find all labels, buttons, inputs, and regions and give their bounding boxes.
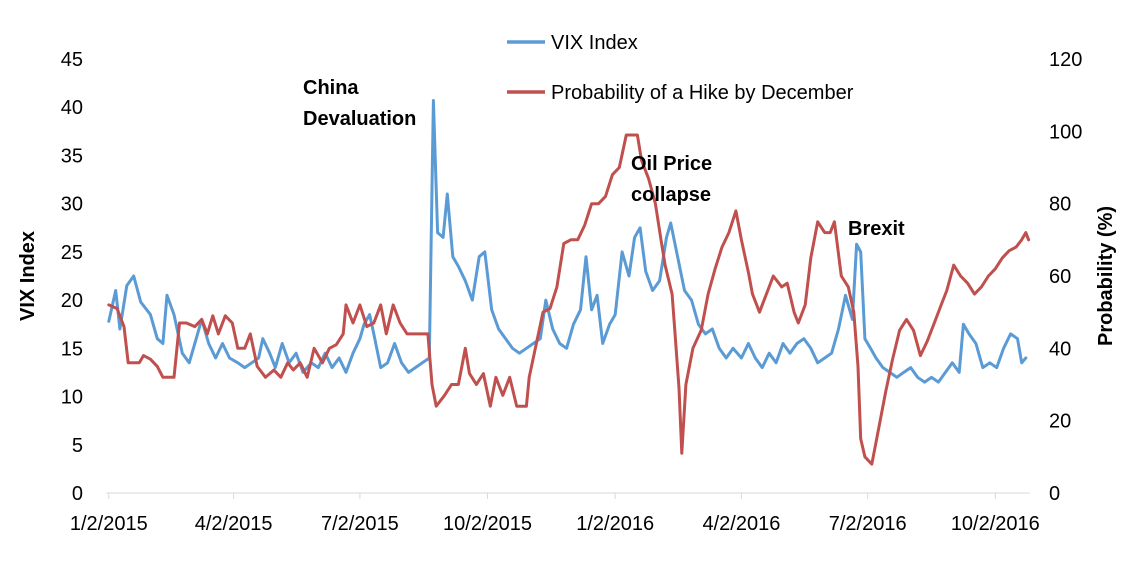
series-line-vix-index <box>107 99 1028 384</box>
y-tick-label-left: 40 <box>61 97 83 119</box>
axes: 1/2/2015 4/2/2015 7/2/2015 10/2/2015 1/2/201… <box>61 49 1083 535</box>
annotation-line: Brexit <box>848 218 905 240</box>
annotation-china-devaluation: China Devaluation <box>303 77 416 130</box>
y-tick-label-right: 80 <box>1049 194 1071 216</box>
legend-label-vix: VIX Index <box>551 32 638 54</box>
x-tick-label: 7/2/2015 <box>321 513 399 535</box>
plot-area <box>107 99 1031 466</box>
y-tick-label-right: 40 <box>1049 338 1071 360</box>
y-axis-title-right: Probability (%) <box>1095 206 1117 346</box>
legend-label-probability: Probability of a Hike by December <box>551 82 854 104</box>
y-axis-title-left: VIX Index <box>17 231 39 321</box>
x-tick-label: 1/2/2015 <box>70 513 148 535</box>
y-tick-label-left: 45 <box>61 49 83 71</box>
annotation-line: Oil Price <box>631 153 712 175</box>
x-tick-label: 10/2/2016 <box>951 513 1040 535</box>
y-tick-label-right: 100 <box>1049 121 1082 143</box>
annotation-line: collapse <box>631 184 711 206</box>
x-tick-label: 7/2/2016 <box>829 513 907 535</box>
annotation-oil-price-collapse: Oil Price collapse <box>631 153 712 206</box>
y-tick-label-left: 35 <box>61 145 83 167</box>
y-tick-label-left: 20 <box>61 290 83 312</box>
annotation-line: Devaluation <box>303 108 416 130</box>
y-tick-label-left: 10 <box>61 387 83 409</box>
y-tick-label-right: 0 <box>1049 483 1060 505</box>
y-tick-label-left: 30 <box>61 194 83 216</box>
legend: VIX Index Probability of a Hike by Decem… <box>507 32 854 104</box>
y-tick-label-right: 20 <box>1049 411 1071 433</box>
series-line-hike-probability <box>107 133 1031 466</box>
x-tick-label: 1/2/2016 <box>576 513 654 535</box>
y-tick-label-right: 120 <box>1049 49 1082 71</box>
x-tick-label: 4/2/2016 <box>702 513 780 535</box>
y-tick-label-left: 15 <box>61 338 83 360</box>
annotation-brexit: Brexit <box>848 218 905 240</box>
y-tick-label-left: 5 <box>72 435 83 457</box>
x-tick-label: 10/2/2015 <box>443 513 532 535</box>
y-tick-label-left: 0 <box>72 483 83 505</box>
x-tick-label: 4/2/2015 <box>195 513 273 535</box>
y-tick-label-right: 60 <box>1049 266 1071 288</box>
y-tick-label-left: 25 <box>61 242 83 264</box>
annotation-line: China <box>303 77 359 99</box>
